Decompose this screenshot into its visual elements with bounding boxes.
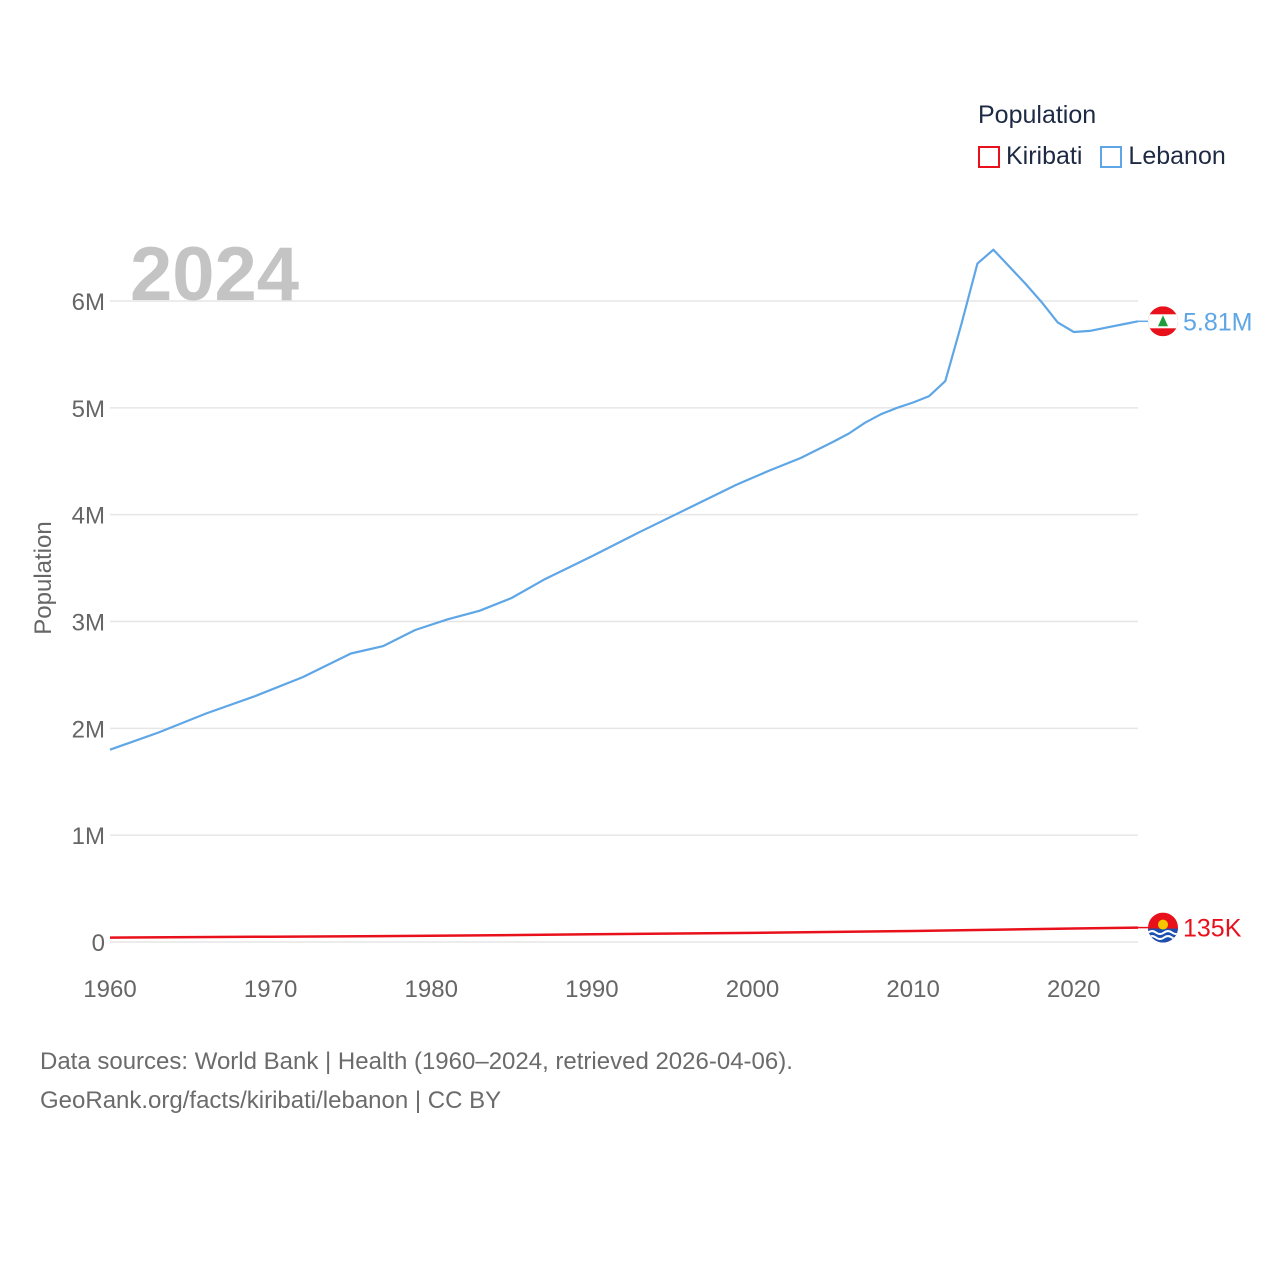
legend-item-lebanon[interactable]: Lebanon [1100, 142, 1226, 171]
x-tick-label: 1990 [565, 976, 618, 1003]
y-tick-label: 0 [92, 930, 105, 957]
legend-swatch-kiribati [978, 145, 1000, 168]
x-tick-label: 1970 [244, 976, 297, 1003]
y-tick-label: 2M [72, 716, 105, 743]
legend: Population Kiribati Lebanon [978, 100, 1226, 171]
end-label-kiribati: 135K [1183, 915, 1242, 943]
x-axis-ticks: 1960 1970 1980 1990 2000 2010 2020 [83, 976, 1100, 1003]
legend-item-kiribati[interactable]: Kiribati [978, 142, 1082, 171]
y-tick-label: 6M [72, 289, 105, 316]
y-axis-label: Population [30, 521, 57, 634]
x-tick-label: 1980 [405, 976, 458, 1003]
series-lines [109, 248, 1139, 939]
flag-lebanon-icon [1148, 306, 1178, 337]
series-line-kiribati [109, 926, 1139, 939]
x-tick-label: 2020 [1047, 976, 1100, 1003]
y-tick-label: 5M [72, 396, 105, 423]
end-label-lebanon: 5.81M [1183, 308, 1252, 336]
legend-label-lebanon: Lebanon [1128, 142, 1226, 170]
series-end-markers: 5.81M 135K [1138, 306, 1252, 943]
legend-title: Population [978, 101, 1097, 129]
y-tick-label: 4M [72, 503, 105, 530]
x-tick-label: 2000 [726, 976, 779, 1003]
y-tick-label: 1M [72, 823, 105, 850]
legend-label-kiribati: Kiribati [1006, 142, 1083, 170]
current-year-label: 2024 [130, 232, 299, 317]
y-axis-ticks: 0 1M 2M 3M 4M 5M 6M [72, 289, 105, 957]
attribution-text: GeoRank.org/facts/kiribati/lebanon | CC … [40, 1087, 502, 1114]
legend-swatch-lebanon [1100, 145, 1123, 168]
x-tick-label: 1960 [83, 976, 136, 1003]
footer: Data sources: World Bank | Health (1960–… [40, 1042, 793, 1120]
y-tick-label: 3M [72, 610, 105, 637]
data-source-text: Data sources: World Bank | Health (1960–… [40, 1048, 793, 1075]
gridlines [110, 300, 1138, 943]
series-line-lebanon [109, 248, 1139, 751]
x-tick-label: 2010 [886, 976, 939, 1003]
flag-kiribati-icon [1148, 912, 1178, 943]
